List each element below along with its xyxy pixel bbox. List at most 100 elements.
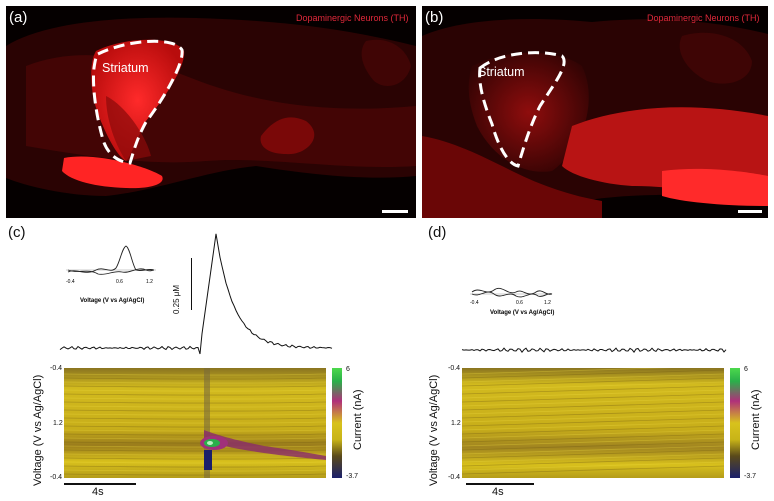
- plot-texture-line: [64, 409, 326, 412]
- panel-c-color-plot-svg: [64, 368, 326, 478]
- panel-c-cyclic-voltammogram-inset: -0.4 0.6 1.2: [66, 245, 156, 285]
- plot-texture-line: [64, 445, 326, 448]
- panel-a-tissue-drawing: [6, 17, 416, 196]
- plot-texture-line: [462, 393, 724, 403]
- plot-texture-line: [64, 473, 326, 476]
- plot-texture-line: [462, 429, 724, 439]
- panel-c-inset-xlabel-svg: Voltage (V vs Ag/AgCl): [80, 298, 144, 304]
- plot-texture-line: [64, 457, 326, 460]
- panel-a-marker-label: Dopaminergic Neurons (TH): [296, 13, 409, 23]
- plot-texture-line: [462, 401, 724, 411]
- plot-texture-line: [64, 389, 326, 392]
- panel-c-time-label: 4s: [92, 486, 104, 498]
- plot-texture-line: [64, 441, 326, 444]
- panel-d-cbar-bottom: -3.7: [744, 473, 757, 480]
- panel-c-inset-xlabel: Voltage (V vs Ag/AgCl): [80, 298, 144, 304]
- panel-c-cbar-label: Current (nA): [352, 389, 364, 450]
- panel-d-inset-xlabel-svg: Voltage (V vs Ag/AgCl): [490, 310, 554, 316]
- panel-d-ylabel: Voltage (V vs Ag/AgCl): [428, 374, 440, 486]
- panel-d-cyclic-voltammogram-inset: -0.4 0.6 1.2: [470, 287, 553, 306]
- panel-b-scale-bar: [738, 210, 762, 213]
- plot-texture-line: [64, 401, 326, 404]
- plot-texture-line: [64, 381, 326, 384]
- panel-d-inset-tick-3: 1.2: [544, 300, 551, 306]
- panel-c-time-scale-bar: [64, 483, 136, 485]
- plot-texture-line: [64, 461, 326, 464]
- panel-d-ytick-mid: 1.2: [451, 420, 461, 427]
- panel-c-cbar-top: 6: [346, 366, 350, 373]
- plot-texture-line: [462, 433, 724, 443]
- panel-a-scale-bar: [382, 210, 408, 213]
- plot-texture-line: [462, 441, 724, 451]
- plot-texture-line: [64, 405, 326, 408]
- panel-a-striatum-label: Striatum: [102, 61, 149, 75]
- plot-texture-line: [462, 425, 724, 435]
- panel-c-ytick-bottom: -0.4: [50, 474, 63, 481]
- plot-texture-line: [64, 377, 326, 380]
- panel-c-inset-tick-1: -0.4: [66, 279, 75, 285]
- panel-b-tissue-drawing: [422, 18, 768, 218]
- plot-texture-line: [64, 413, 326, 416]
- plot-texture-line: [462, 409, 724, 419]
- panel-d-color-plot-svg: [462, 368, 724, 478]
- panel-d-time-label: 4s: [492, 486, 504, 498]
- panel-c-inset-tick-3: 1.2: [146, 279, 153, 285]
- panel-d-inset-xlabel: Voltage (V vs Ag/AgCl): [490, 310, 554, 316]
- panel-d-cbar-top: 6: [744, 366, 748, 373]
- plot-texture-line: [462, 421, 724, 431]
- panel-d-colorbar: [730, 368, 740, 478]
- plot-texture-line: [462, 457, 724, 467]
- panel-d-ytick-bottom: -0.4: [448, 474, 461, 481]
- plot-texture-line: [462, 397, 724, 407]
- panel-a-letter: (a): [9, 9, 28, 26]
- plot-texture-line: [64, 429, 326, 432]
- plot-texture-line: [64, 465, 326, 468]
- plot-texture-line: [64, 397, 326, 400]
- plot-texture-line: [462, 445, 724, 455]
- plot-texture-line: [462, 449, 724, 459]
- plot-texture-line: [462, 465, 724, 475]
- panel-c-concentration-scale-bar: [191, 258, 192, 310]
- plot-texture-line: [462, 381, 724, 391]
- plot-texture-line: [462, 453, 724, 463]
- panel-c-inset-tick-2: 0.6: [116, 279, 123, 285]
- panel-c-ytick-top: -0.4: [50, 365, 63, 372]
- panel-c-cbar-bottom: -3.7: [346, 473, 359, 480]
- plot-texture-line: [462, 405, 724, 415]
- panel-d-time-scale-bar: [466, 483, 534, 485]
- panel-d-inset-tick-1: -0.4: [470, 300, 479, 306]
- panel-d-cbar-label: Current (nA): [750, 389, 762, 450]
- panel-b-letter: (b): [425, 9, 444, 26]
- plot-texture-line: [64, 469, 326, 472]
- plot-texture-line: [462, 413, 724, 423]
- panel-d-color-plot: [462, 368, 724, 478]
- panel-c-ylabel: Voltage (V vs Ag/AgCl): [32, 374, 44, 486]
- plot-texture-line: [462, 389, 724, 399]
- panel-a-microscopy-image: (a) Dopaminergic Neurons (TH) Striatum: [6, 6, 416, 218]
- panel-c-dopamine-trace: [59, 233, 333, 355]
- panel-b-microscopy-image: (b) Dopaminergic Neurons (TH) Striatum: [422, 6, 768, 218]
- plot-texture-line: [64, 393, 326, 396]
- panel-d-inset-tick-2: 0.6: [516, 300, 523, 306]
- plot-texture-line: [462, 437, 724, 447]
- panel-d-dopamine-trace: [461, 347, 727, 353]
- panel-d-letter: (d): [428, 224, 447, 241]
- plot-texture-line: [462, 373, 724, 383]
- plot-texture-line: [462, 369, 724, 379]
- plot-texture-line: [462, 461, 724, 471]
- plot-texture-line: [64, 373, 326, 376]
- plot-texture-line: [462, 368, 677, 375]
- plot-texture-line: [64, 425, 326, 428]
- panel-c-letter: (c): [8, 224, 26, 241]
- plot-texture-line: [462, 417, 724, 427]
- plot-texture-line: [64, 417, 326, 420]
- panel-c-color-plot: [64, 368, 326, 478]
- plot-texture-line: [64, 433, 326, 436]
- panel-c-colorbar: [332, 368, 342, 478]
- plot-texture-line: [64, 385, 326, 388]
- plot-texture-line: [64, 437, 326, 440]
- panel-d-ytick-top: -0.4: [448, 365, 461, 372]
- plot-texture-line: [462, 377, 724, 387]
- plot-texture-line: [64, 421, 326, 424]
- panel-b-striatum-label: Striatum: [478, 65, 525, 79]
